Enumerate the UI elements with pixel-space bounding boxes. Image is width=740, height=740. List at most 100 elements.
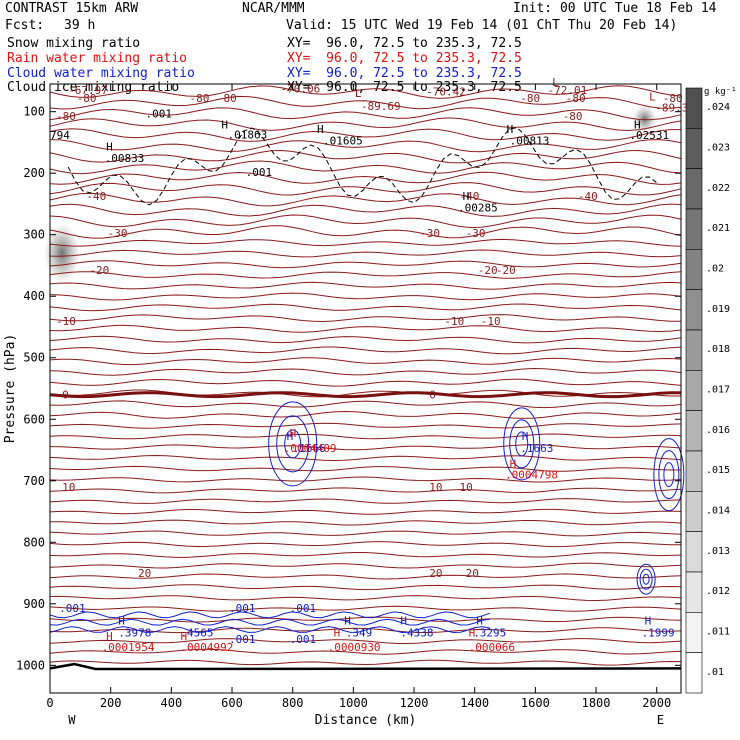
isotherm-line <box>49 508 682 515</box>
contour-annotation: H <box>106 141 113 154</box>
contour-annotation: .0004409 <box>284 442 337 455</box>
isotherm-line <box>49 85 682 99</box>
y-tick-label: 200 <box>23 166 45 180</box>
isotherm-label: -80 <box>520 92 540 105</box>
contour-annotation: .00285 <box>458 202 498 215</box>
contour-annotation: .00813 <box>510 135 550 148</box>
isotherm-line <box>49 225 682 239</box>
cloud-water-contour <box>636 563 656 595</box>
isotherm-line <box>49 498 682 504</box>
ice-shade-east <box>632 105 657 134</box>
x-tick-label: 0 <box>46 696 53 710</box>
isotherm-label: 0 <box>62 389 69 402</box>
colorbar-label: .016 <box>706 425 730 436</box>
colorbar-swatch <box>685 612 703 653</box>
colorbar-label: .013 <box>706 546 730 557</box>
east-label: E <box>657 713 664 727</box>
contour-annotation: .01863 <box>227 128 267 141</box>
contour-annotation: H <box>344 614 351 627</box>
isotherm-line <box>49 249 682 258</box>
contour-annotation: .001 <box>246 166 272 179</box>
fcst-label: Fcst: <box>5 18 45 33</box>
isotherm-line <box>49 346 682 355</box>
contour-annotation: .01605 <box>323 135 363 148</box>
isotherm-label: -20 <box>496 264 516 277</box>
isotherm-label: 10 <box>62 481 75 494</box>
contour-annotation: .001 <box>229 633 256 646</box>
init-time: Init: 00 UTC Tue 18 Feb 14 <box>513 1 717 16</box>
y-tick-label: 100 <box>23 105 45 119</box>
contour-annotation: H <box>634 119 641 132</box>
isotherm-line <box>49 378 682 387</box>
isotherm-label: -80 <box>663 92 683 105</box>
isotherm-line <box>49 203 682 217</box>
isotherm-label: 10 <box>460 481 473 494</box>
colorbar-swatch <box>685 652 703 694</box>
cloud-water-contour <box>653 438 685 512</box>
cloud-water-contour <box>642 573 650 585</box>
colorbar-swatch <box>685 491 703 532</box>
colorbar-label: .014 <box>706 506 730 517</box>
field-xy-cloud-water: XY= 96.0, 72.5 to 235.3, 72.5 <box>287 66 522 81</box>
isotherm-label: -40 <box>460 190 480 203</box>
contour-annotation: .000066 <box>469 641 515 654</box>
cloud-water-band <box>49 626 490 634</box>
isotherm-line <box>49 422 682 429</box>
isotherm-line <box>49 260 682 269</box>
cloud-water-contour <box>663 462 675 488</box>
cloud-water-contour <box>268 401 318 487</box>
isotherm-line <box>49 476 682 483</box>
contour-annotation: .4338 <box>400 627 433 640</box>
surface-line <box>49 662 682 671</box>
colorbar-label: .02 <box>706 264 724 275</box>
isotherm-line <box>49 433 682 440</box>
x-tick-label: 1200 <box>400 696 429 710</box>
isotherm-line <box>49 303 682 312</box>
contour-annotation: H <box>221 119 228 132</box>
x-tick-label: 800 <box>282 696 304 710</box>
fcst-value: 39 h <box>64 18 96 33</box>
contour-annotation: H <box>463 190 470 203</box>
isotherm-line <box>49 410 682 419</box>
contour-annotation: -70.42 <box>426 85 466 98</box>
cloud-water-band <box>49 618 490 626</box>
colorbar-label: .024 <box>706 102 730 113</box>
isotherm-label: -40 <box>86 190 106 203</box>
isotherm-line <box>49 160 682 175</box>
cloud-water-contour <box>503 407 541 481</box>
y-tick-label: 800 <box>23 535 45 549</box>
colorbar-label: .01 <box>706 667 724 678</box>
isotherm-label: -10 <box>481 315 501 328</box>
colorbar-swatch <box>685 249 703 290</box>
contour-annotation: .4565 <box>180 627 213 640</box>
field-name-snow: Snow mixing ratio <box>7 36 141 51</box>
contour-annotation: H <box>522 430 529 443</box>
cloud-water-contour <box>658 450 680 500</box>
isotherm-line <box>49 357 682 366</box>
contour-annotation: L <box>649 90 656 103</box>
contour-annotation: -70.06 <box>281 82 321 95</box>
x-tick-label: 1800 <box>582 696 611 710</box>
isotherm-label: 20 <box>466 567 479 580</box>
isotherm-line <box>49 367 682 376</box>
y-tick-label: 400 <box>23 289 45 303</box>
isotherm-label: -30 <box>108 227 128 240</box>
isotherm-label: -20 <box>478 264 498 277</box>
isotherm-line <box>49 530 682 537</box>
field-name-cloud-water: Cloud water mixing ratio <box>7 66 195 81</box>
contour-annotation: H <box>507 123 514 136</box>
contour-annotation: L <box>355 87 362 100</box>
isotherm-line <box>49 562 682 569</box>
contour-annotation: .02531 <box>629 129 669 142</box>
isotherm-line <box>49 659 682 666</box>
isotherm-line <box>49 400 682 409</box>
zero-isotherm <box>49 391 682 399</box>
isotherm-line <box>49 95 682 110</box>
isotherm-label: -80 <box>563 110 583 123</box>
isotherm-line <box>49 541 681 548</box>
cloud-water-contour <box>276 415 310 473</box>
y-tick-label: 700 <box>23 474 45 488</box>
colorbar-label: .021 <box>706 223 730 234</box>
ice-shade-west <box>44 223 81 284</box>
isotherm-line <box>49 214 682 229</box>
